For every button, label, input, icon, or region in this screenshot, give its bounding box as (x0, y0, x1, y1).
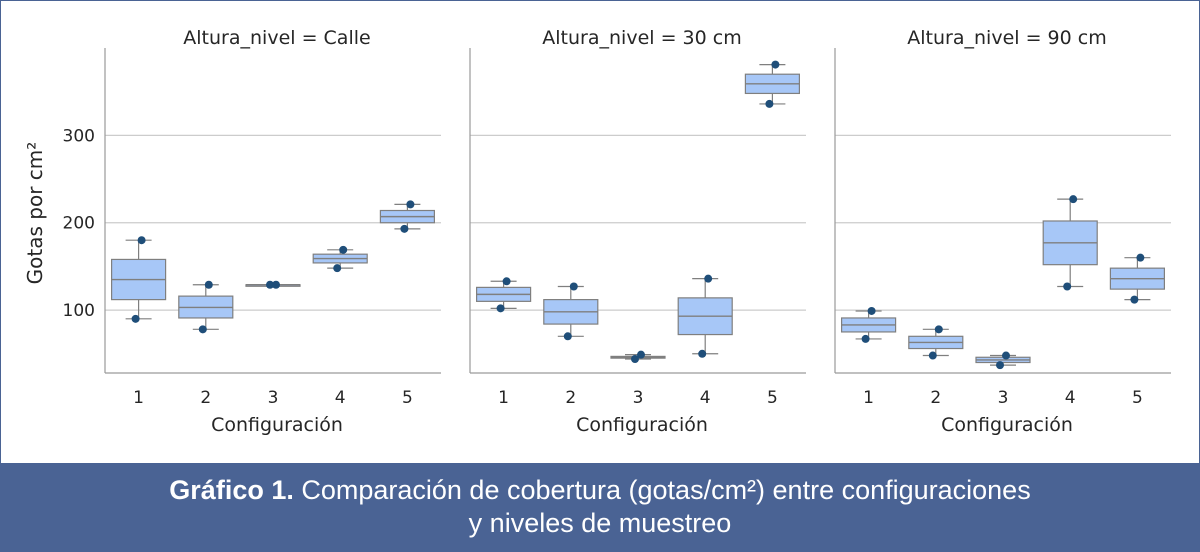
data-point (339, 245, 348, 254)
data-point (1002, 351, 1010, 360)
data-point (698, 349, 707, 358)
caption-label: Gráfico 1. (169, 475, 294, 505)
panel-title: Altura_nivel = 30 cm (542, 27, 741, 49)
data-point (400, 224, 409, 233)
x-tick-label-3: 3 (633, 388, 644, 408)
x-tick-label-1: 1 (863, 388, 874, 408)
data-point (637, 350, 645, 359)
data-point (131, 314, 140, 323)
x-tick-label-4: 4 (1065, 388, 1076, 408)
caption-line-2: y niveles de muestreo (468, 508, 732, 538)
y-tick-label-100: 100 (63, 301, 95, 321)
data-point (996, 361, 1004, 370)
x-tick-label-5: 5 (402, 388, 413, 408)
x-tick-label-1: 1 (498, 388, 509, 408)
x-tick-label-3: 3 (268, 388, 279, 408)
x-tick-label-5: 5 (1132, 388, 1143, 408)
x-tick-label-2: 2 (930, 388, 941, 408)
data-point (204, 280, 213, 289)
panel-title: Altura_nivel = Calle (183, 27, 370, 49)
data-point (502, 277, 511, 286)
chart-frame: Gotas por cm² 100 200 300 Altura_nivel = Cal… (0, 0, 1200, 463)
x-tick-label-5: 5 (767, 388, 778, 408)
data-point (272, 280, 280, 289)
data-point (1069, 195, 1078, 204)
data-point (771, 60, 780, 69)
data-point (496, 304, 505, 313)
y-tick-label-300: 300 (63, 126, 95, 146)
y-tick-label-200: 200 (63, 214, 95, 234)
data-point (563, 332, 572, 341)
data-point (1136, 253, 1145, 262)
x-axis-label: Configuración (941, 414, 1073, 436)
x-tick-label-4: 4 (700, 388, 711, 408)
x-tick-label-2: 2 (565, 388, 576, 408)
data-point (137, 236, 146, 245)
data-point (198, 325, 207, 334)
data-point (1063, 282, 1072, 291)
x-tick-label-2: 2 (200, 388, 211, 408)
data-point (406, 200, 415, 209)
data-point (765, 99, 774, 108)
data-point (266, 280, 274, 289)
data-point (333, 264, 342, 273)
x-tick-label-3: 3 (998, 388, 1009, 408)
y-axis-label: Gotas por cm² (23, 142, 47, 285)
figure-caption: Gráfico 1. Comparación de cobertura (got… (0, 463, 1200, 552)
data-point (934, 325, 943, 334)
caption-text: Comparación de cobertura (gotas/cm²) ent… (293, 475, 1031, 505)
box-plot-chart: Gotas por cm² 100 200 300 Altura_nivel = Cal… (23, 27, 1171, 436)
data-point (631, 355, 639, 364)
x-tick-label-1: 1 (133, 388, 144, 408)
data-point (867, 306, 876, 315)
data-point (1130, 295, 1139, 304)
x-tick-label-4: 4 (335, 388, 346, 408)
x-axis-label: Configuración (211, 414, 343, 436)
data-point (861, 334, 870, 343)
data-point (928, 351, 937, 360)
data-point (569, 282, 578, 291)
x-axis-label: Configuración (576, 414, 708, 436)
data-point (704, 274, 713, 283)
panel-title: Altura_nivel = 90 cm (907, 27, 1106, 49)
